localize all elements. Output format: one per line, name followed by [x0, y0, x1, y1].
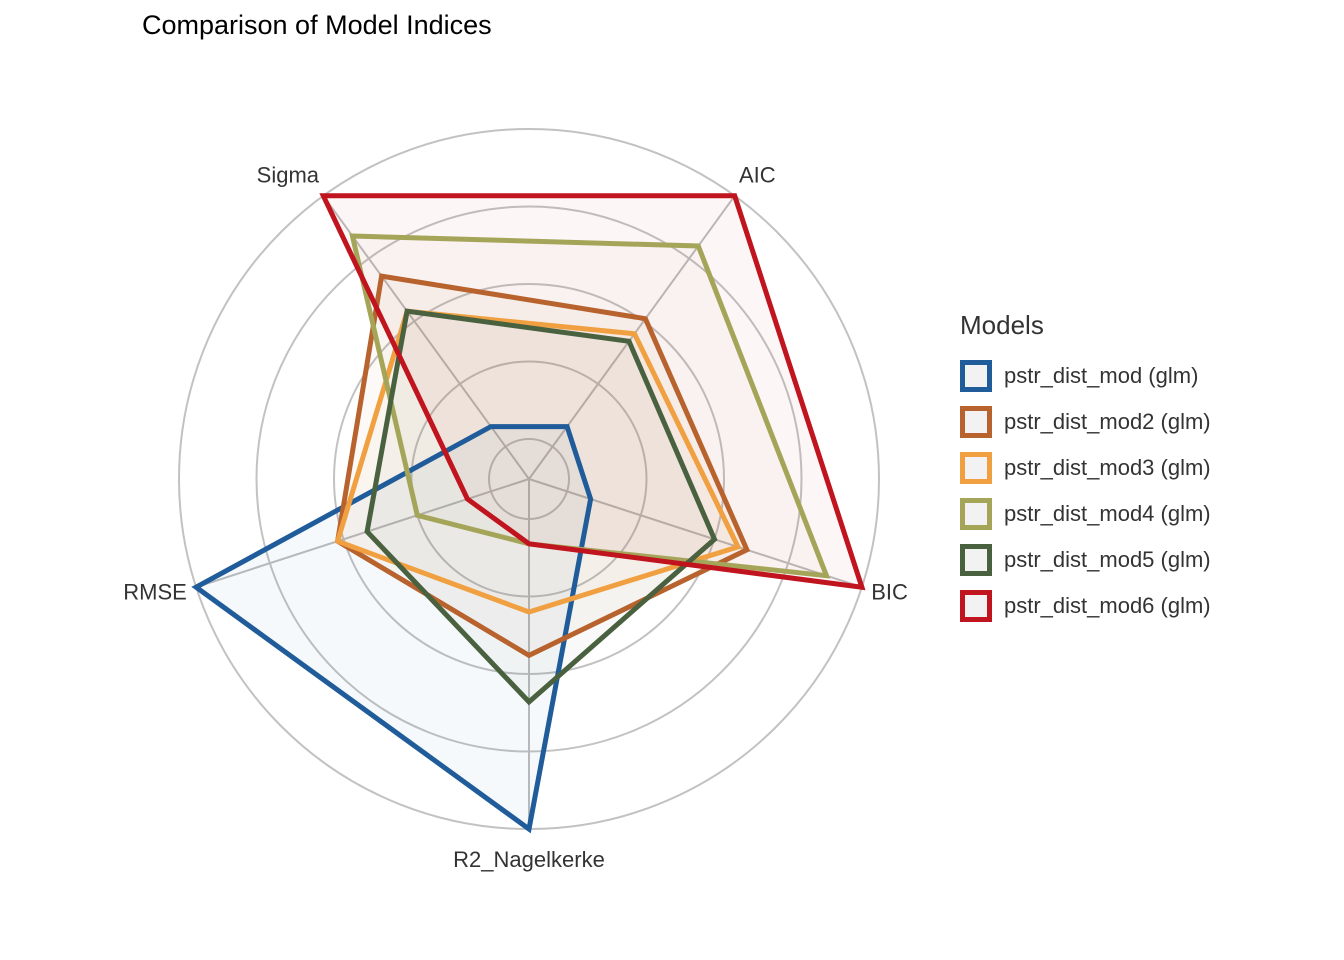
legend-item-6: pstr_dist_mod6 (glm): [960, 583, 1211, 629]
series-line-4: [349, 233, 831, 579]
spoke-aic: [528, 195, 736, 480]
legend-item-2: pstr_dist_mod2 (glm): [960, 399, 1211, 445]
chart-title: Comparison of Model Indices: [142, 10, 492, 40]
series-line-1: [191, 424, 594, 834]
legend-swatch: [960, 406, 992, 438]
series-lines: [191, 193, 866, 834]
axis-label-sigma: Sigma: [257, 163, 320, 188]
axis-labels: AIC BIC R2_Nagelkerke RMSE Sigma: [123, 163, 908, 873]
axis-label-bic: BIC: [871, 580, 908, 605]
legend-item-3: pstr_dist_mod3 (glm): [960, 445, 1211, 491]
legend-swatch: [960, 590, 992, 622]
series-line-5: [364, 308, 718, 706]
series-fill-6: [323, 195, 862, 588]
series-fill-3: [337, 311, 738, 612]
series-line-6: [319, 193, 866, 591]
legend-item-1: pstr_dist_mod (glm): [960, 353, 1211, 399]
legend-swatch: [960, 498, 992, 530]
spoke-rmse: [195, 478, 530, 589]
axis-label-r2-nagelkerke: R2_Nagelkerke: [453, 847, 605, 872]
legend-label: pstr_dist_mod (glm): [1004, 363, 1199, 388]
series-fills: [196, 195, 862, 829]
series-fill-1: [196, 426, 591, 829]
legend-label: pstr_dist_mod6 (glm): [1004, 593, 1211, 618]
legend-label: pstr_dist_mod4 (glm): [1004, 501, 1211, 526]
legend-label: pstr_dist_mod2 (glm): [1004, 409, 1211, 434]
legend-title: Models: [960, 310, 1044, 340]
legend-swatch: [960, 360, 992, 392]
spoke-sigma: [322, 195, 530, 480]
legend-item-4: pstr_dist_mod4 (glm): [960, 491, 1211, 537]
spoke-bic: [528, 478, 863, 589]
radar-grid: [178, 128, 880, 830]
legend-item-5: pstr_dist_mod5 (glm): [960, 537, 1211, 583]
legend-swatch: [960, 544, 992, 576]
legend-swatch: [960, 452, 992, 484]
legend-label: pstr_dist_mod3 (glm): [1004, 455, 1211, 480]
legend-items: pstr_dist_mod (glm) pstr_dist_mod2 (glm) p…: [960, 353, 1211, 629]
legend: Models pstr_dist_mod (glm) pstr_dist_mod2…: [960, 310, 1211, 629]
series-fill-5: [367, 311, 715, 702]
axis-label-aic: AIC: [739, 163, 776, 188]
axis-label-rmse: RMSE: [123, 580, 187, 605]
legend-label: pstr_dist_mod5 (glm): [1004, 547, 1211, 572]
